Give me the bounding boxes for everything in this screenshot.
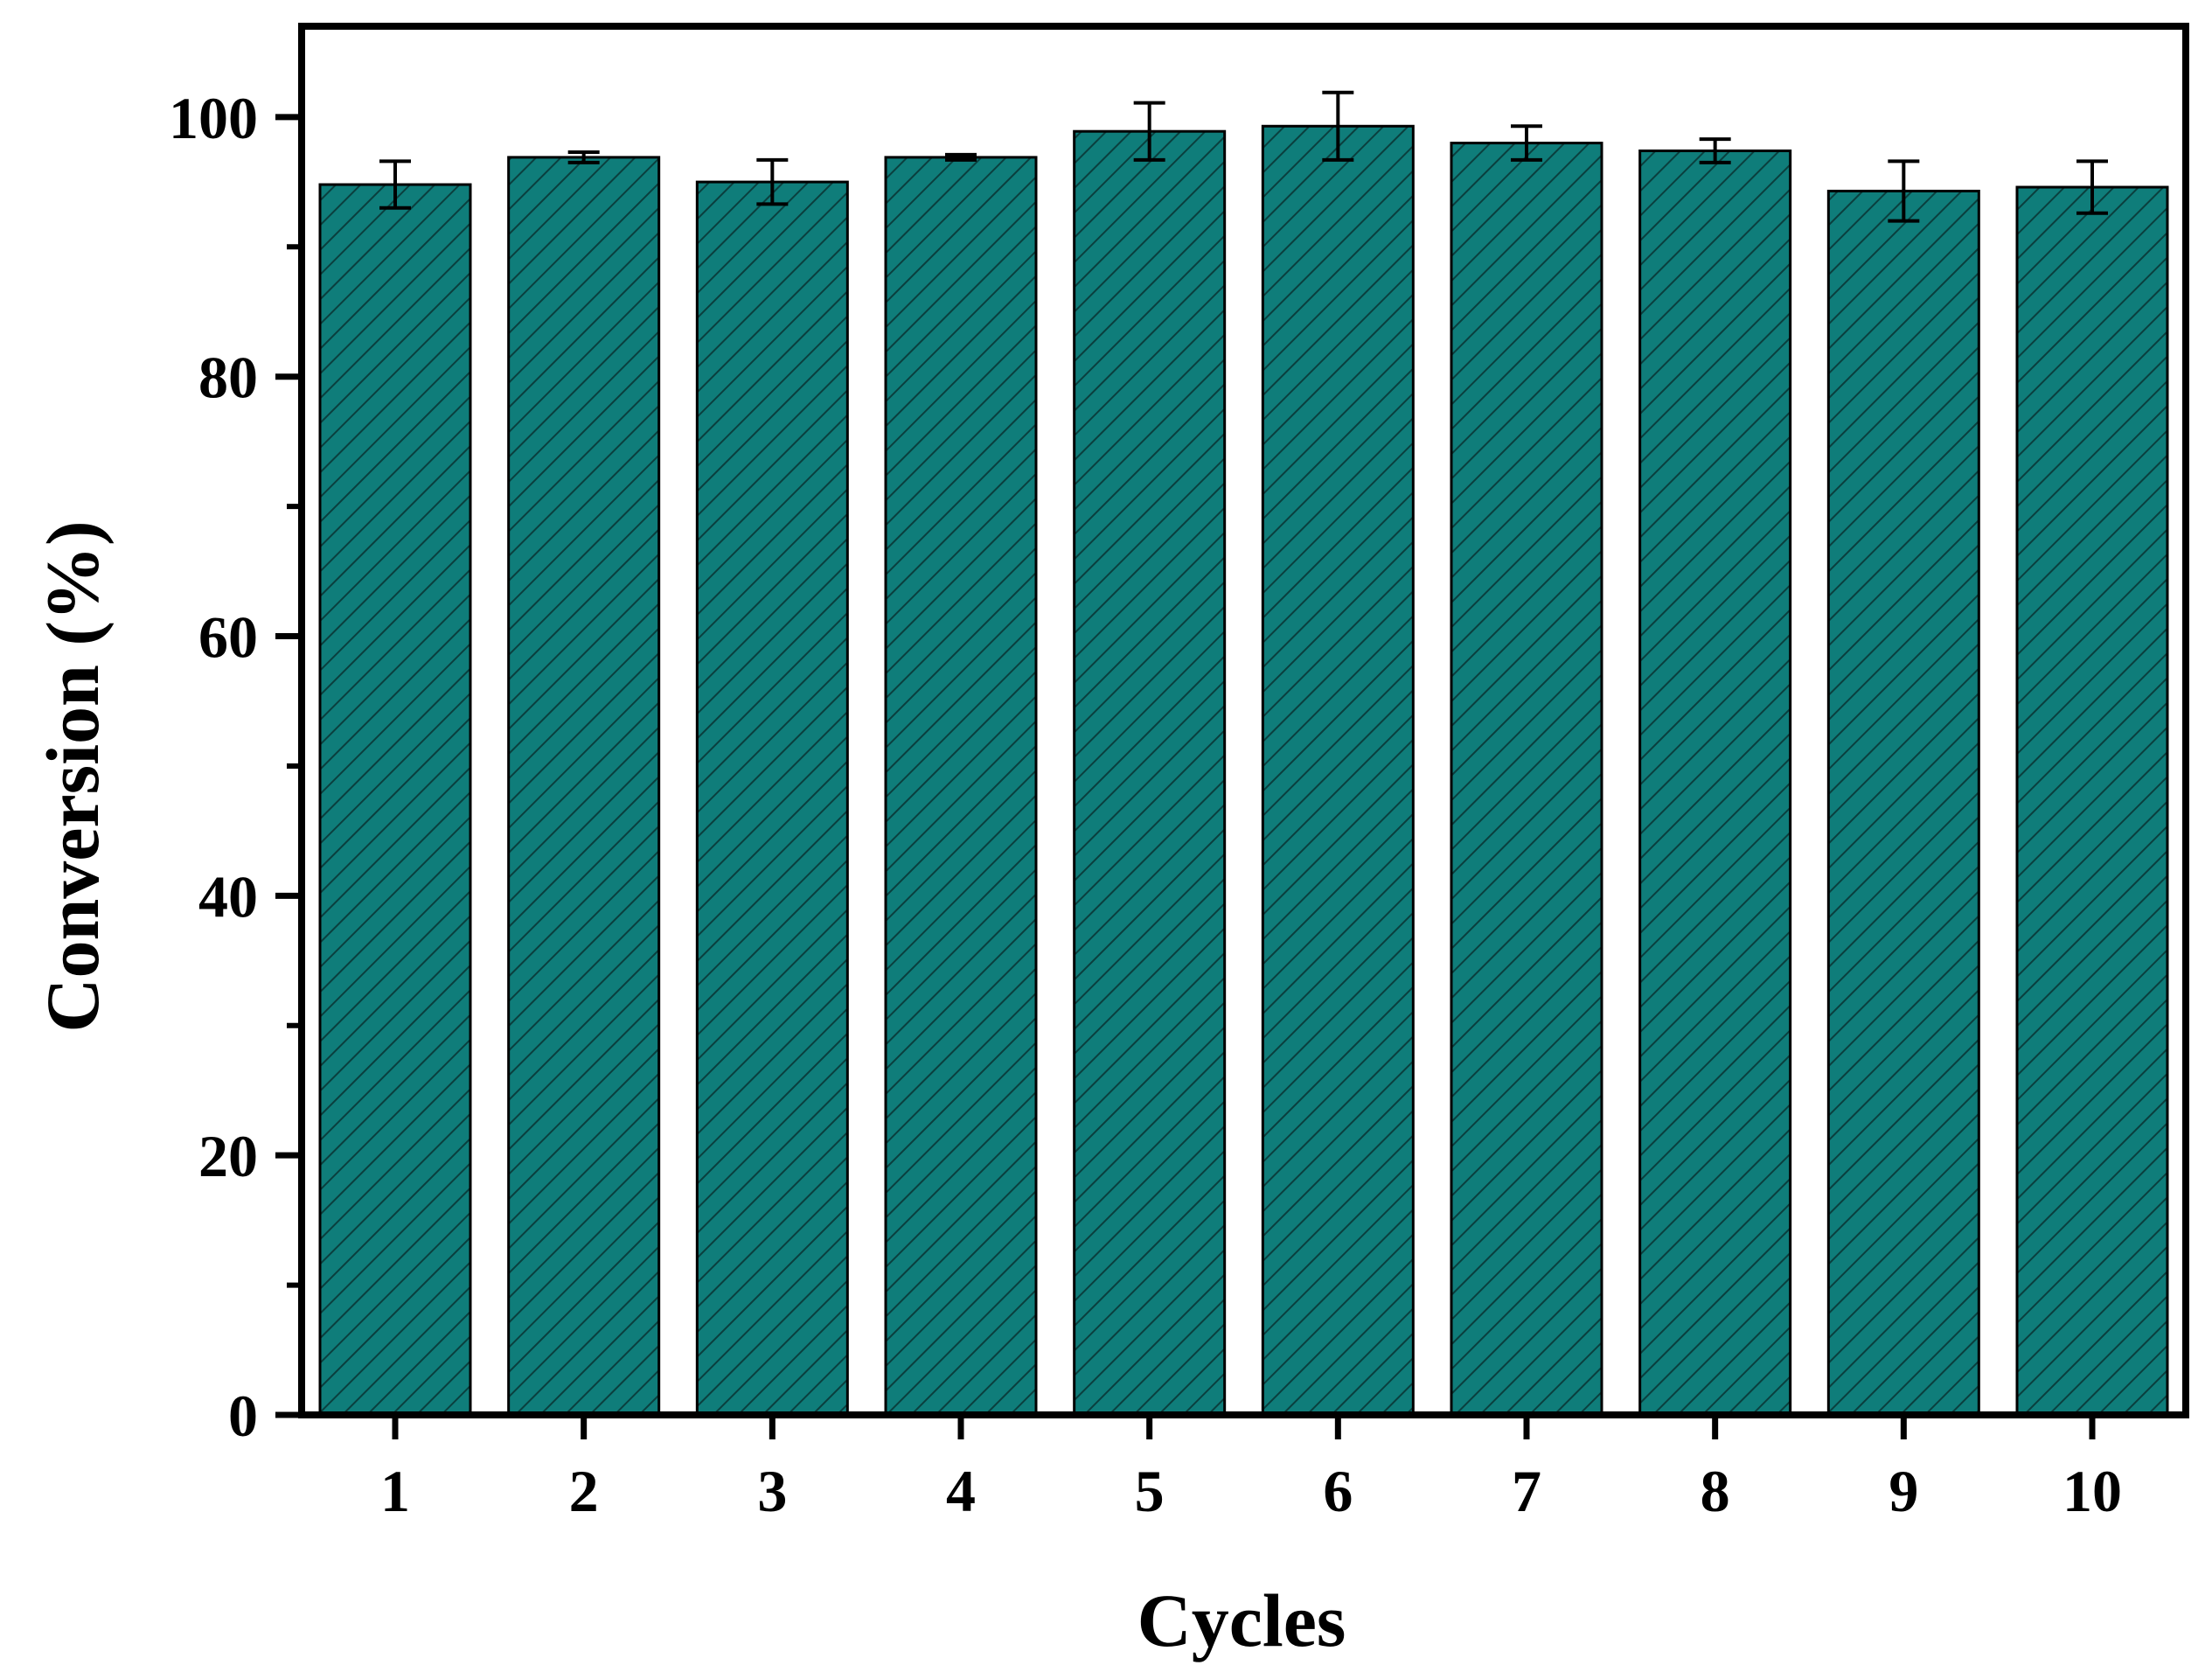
y-tick-label: 100	[169, 85, 258, 151]
x-axis: 1 2 3 4 5 6 7 8 9 10	[380, 1415, 2122, 1524]
bar-cycle-8	[1638, 149, 1792, 1417]
bar-cycle-2	[507, 156, 661, 1417]
error-bar-cycle-8	[1699, 137, 1731, 164]
error-bar-cycle-9	[1888, 159, 1920, 223]
y-tick-label: 40	[198, 863, 258, 930]
y-axis-title: Conversion (%)	[31, 520, 115, 1032]
x-tick-label: 8	[1701, 1458, 1730, 1524]
bar-cycle-1	[318, 183, 472, 1417]
bar-cycle-5	[1073, 129, 1227, 1417]
y-tick-label: 20	[198, 1123, 258, 1189]
bar-cycle-4	[884, 156, 1038, 1417]
x-tick-label: 10	[2062, 1458, 2122, 1524]
bar-cycle-9	[1826, 189, 1980, 1417]
error-bars	[379, 90, 2108, 223]
y-tick-label: 80	[198, 345, 258, 411]
error-bar-cycle-1	[379, 159, 411, 210]
y-tick-label: 0	[228, 1383, 258, 1449]
bar-cycle-3	[695, 180, 849, 1417]
error-bar-cycle-3	[756, 157, 789, 206]
error-bar-cycle-6	[1322, 90, 1354, 162]
error-bar-cycle-4	[945, 152, 977, 162]
error-bar-cycle-2	[567, 150, 600, 164]
x-tick-label: 9	[1889, 1458, 1918, 1524]
bars	[318, 124, 2169, 1417]
bar-cycle-10	[2015, 185, 2169, 1417]
x-tick-label: 2	[569, 1458, 599, 1524]
error-bar-cycle-10	[2076, 159, 2108, 215]
x-tick-label: 6	[1323, 1458, 1353, 1524]
x-tick-label: 4	[946, 1458, 976, 1524]
x-tick-label: 7	[1512, 1458, 1541, 1524]
plot-frame	[298, 23, 2189, 1418]
y-tick-label: 60	[198, 604, 258, 671]
x-tick-label: 5	[1135, 1458, 1165, 1524]
bar-cycle-6	[1261, 124, 1415, 1417]
bar-cycle-7	[1450, 142, 1603, 1417]
x-tick-label: 1	[380, 1458, 410, 1524]
error-bar-cycle-5	[1133, 101, 1165, 162]
x-tick-label: 3	[757, 1458, 787, 1524]
x-axis-title: Cycles	[1137, 1578, 1346, 1662]
error-bar-cycle-7	[1511, 124, 1542, 162]
y-axis: 0 20 40 60 80 100	[169, 85, 302, 1449]
